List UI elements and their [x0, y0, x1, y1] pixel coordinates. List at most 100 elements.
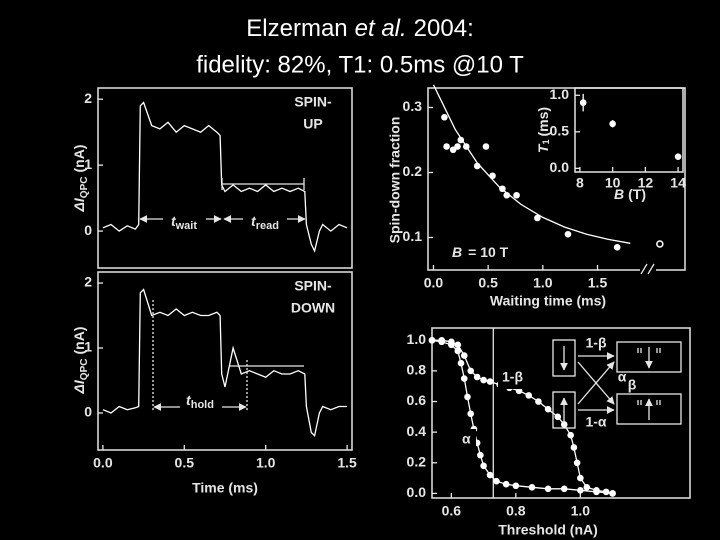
y-axis-label: ΔIQPC (nA): [71, 327, 90, 395]
data-point: [560, 485, 568, 493]
data-point: [467, 410, 475, 418]
title-line-1: Elzerman et al. 2004:: [246, 15, 473, 42]
label-main: t: [186, 392, 192, 408]
data-point: [493, 477, 500, 485]
data-point: [577, 474, 584, 482]
y-tick-label: 0.1: [403, 228, 423, 244]
x-tick-label: 0.0: [93, 455, 113, 471]
x-axis-label: Time (ms): [192, 480, 258, 496]
data-point: [577, 487, 584, 494]
data-point: [593, 488, 600, 496]
transition-label: α: [618, 369, 627, 385]
data-point: [515, 387, 523, 395]
title-etal: et al.: [355, 15, 407, 42]
x-tick-label: 1.0: [533, 275, 553, 291]
data-point: [560, 421, 568, 428]
y-tick-label: 0.6: [407, 392, 427, 408]
label-sub: hold: [191, 399, 214, 411]
series-label: α: [462, 431, 471, 447]
data-point: [564, 230, 572, 238]
annotation: SPIN-: [294, 278, 332, 294]
annotation: B = 10 T: [452, 244, 509, 260]
t-wait-label: twait: [171, 213, 197, 232]
x-tick-label: 1.0: [571, 503, 591, 519]
label-main: ΔI: [71, 197, 87, 212]
outcome-box: [616, 341, 682, 373]
y-tick-label: 0.2: [403, 163, 423, 179]
annotation: SPIN-: [294, 94, 332, 110]
series-line: [431, 339, 613, 495]
state-box: [552, 339, 576, 377]
outcome-box: [616, 393, 682, 425]
data-point: [525, 392, 533, 399]
y-axis-label: T1 (ms): [535, 107, 552, 153]
x-tick-label: 1.5: [337, 455, 357, 471]
label-unit: (nA): [71, 327, 87, 355]
data-point: [486, 378, 494, 385]
data-point: [613, 243, 621, 251]
y-axis-label: ΔIQPC (nA): [71, 145, 90, 213]
label-main: t: [251, 213, 257, 229]
data-point: [457, 136, 465, 144]
data-point: [674, 153, 682, 160]
data-point: [656, 240, 664, 248]
x-tick-label: 0.5: [478, 275, 498, 291]
data-point: [544, 485, 552, 493]
y-tick-label: 0.3: [403, 98, 423, 114]
data-point: [567, 431, 574, 439]
axis-break: [640, 263, 655, 275]
data-point: [528, 483, 536, 491]
label-unit: (ms): [535, 107, 551, 137]
y-tick-label: 1: [84, 339, 92, 355]
x-axis-label: Threshold (nA): [498, 522, 598, 538]
x-tick-label: 0.5: [175, 455, 195, 471]
data-point: [480, 462, 487, 470]
data-point: [448, 341, 455, 349]
label-background: [458, 429, 476, 451]
plot-frame: [431, 327, 691, 499]
y-tick-label: 0: [84, 404, 92, 420]
state-box: [552, 391, 576, 429]
data-point: [489, 172, 496, 180]
data-point: [473, 373, 481, 381]
label-main: t: [171, 213, 177, 229]
y-tick-label: 0.2: [407, 453, 427, 469]
label-background: [498, 367, 536, 389]
timing-arrows: [139, 178, 306, 223]
t-read-label: tread: [251, 213, 279, 232]
plot-frame: [97, 271, 353, 451]
y-tick-label: 0.4: [407, 423, 427, 439]
data-point: [513, 191, 520, 199]
data-point: [454, 341, 462, 349]
transition-label: 1-α: [585, 414, 606, 430]
data-point: [573, 459, 581, 467]
label-main: T: [535, 143, 551, 153]
data-point: [460, 375, 468, 382]
data-point: [609, 120, 616, 128]
series-label: 1-β: [502, 369, 523, 385]
annotation: UP: [303, 116, 322, 132]
x-tick-label: 10: [605, 175, 621, 191]
data-point: [460, 352, 468, 359]
title-author: Elzerman: [246, 15, 347, 42]
y-tick-label: 0.0: [407, 484, 427, 500]
diagram: 1-β α β 1-α: [552, 335, 682, 430]
label-sub: QPC: [79, 177, 90, 199]
data-point: [467, 367, 475, 375]
data-point: [579, 99, 587, 106]
series-line: [102, 101, 348, 253]
transition-label: 1-β: [586, 335, 607, 351]
y-axis-label: Spin-down fraction: [387, 117, 403, 244]
y-tick-label: 0: [84, 222, 92, 238]
label-sub: 1: [541, 139, 551, 144]
plot-frame: [574, 87, 684, 173]
data-point: [602, 488, 610, 496]
data-point: [609, 490, 616, 497]
t-hold-label: thold: [186, 392, 214, 411]
x-axis-label: B (T): [614, 186, 646, 202]
y-tick-label: 0.8: [407, 362, 427, 378]
label-main: ΔI: [71, 379, 87, 394]
label-sub: read: [256, 220, 279, 232]
